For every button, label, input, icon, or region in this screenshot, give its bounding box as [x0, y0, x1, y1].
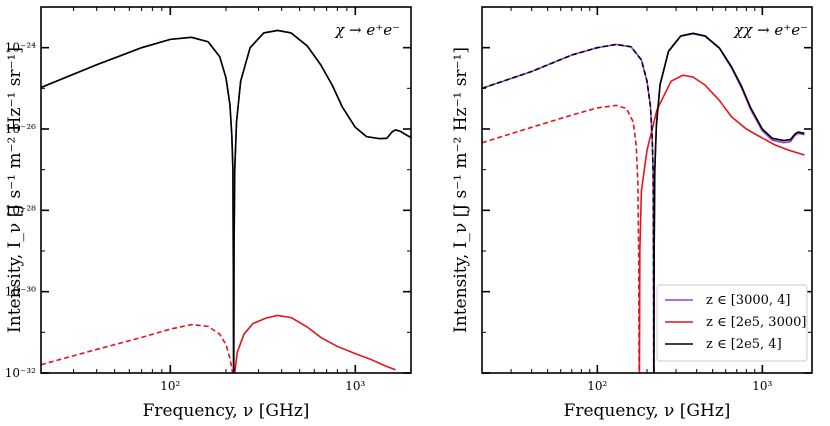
legend-label-black: z ∈ [2e5, 4] — [706, 337, 782, 352]
y-tick-label: 10⁻³² — [5, 366, 36, 380]
legend-entry-black: z ∈ [2e5, 4] — [665, 337, 782, 352]
left-annotation: χ → e⁺e⁻ — [334, 21, 400, 39]
x-tick-label: 10² — [160, 379, 180, 393]
left-ticks: 10⁻³² 10⁻³⁰ 10⁻²⁸ 10⁻²⁶ 10⁻²⁴ 10² 10³ — [5, 6, 412, 393]
y-tick-label: 10⁻²⁸ — [5, 203, 36, 217]
right-panel: 10² 10³ χχ → e⁺e⁻ Frequency, ν [GHz] Inte… — [451, 6, 813, 421]
legend-entry-purple: z ∈ [3000, 4] — [665, 293, 791, 308]
left-y-axis-title: Intensity, I_ν [J s⁻¹ m⁻² Hz⁻¹ sr⁻¹] — [5, 47, 25, 333]
series-black-segment-1 — [653, 32, 805, 373]
series-black-segment-0 — [482, 43, 655, 373]
series-red-segment-0 — [482, 104, 640, 373]
y-tick-label: 10⁻²⁶ — [5, 122, 36, 136]
legend-label-purple: z ∈ [3000, 4] — [706, 293, 791, 308]
x-tick-label: 10² — [587, 379, 607, 393]
left-x-axis-title: Frequency, ν [GHz] — [143, 401, 310, 421]
series-red-segment-1 — [638, 74, 805, 373]
x-tick-label: 10³ — [345, 379, 365, 393]
right-plot-frame — [481, 6, 813, 374]
series-black-segment-1 — [232, 29, 411, 373]
legend-entry-red: z ∈ [2e5, 3000] — [665, 315, 806, 330]
right-annotation: χχ → e⁺e⁻ — [733, 21, 808, 39]
series-purple-segment-0 — [482, 43, 655, 373]
y-tick-label: 10⁻³⁰ — [5, 285, 36, 299]
legend-label-red: z ∈ [2e5, 3000] — [706, 315, 806, 330]
legend: z ∈ [3000, 4] z ∈ [2e5, 3000] z ∈ [2e5, … — [656, 284, 808, 362]
series-red-segment-1 — [233, 314, 396, 373]
series-purple-segment-1 — [232, 29, 411, 373]
series-purple-segment-0 — [41, 36, 235, 373]
series-black-segment-0 — [41, 36, 235, 373]
right-x-axis-title: Frequency, ν [GHz] — [564, 401, 731, 421]
right-y-axis-title: Intensity, I_ν [J s⁻¹ m⁻² Hz⁻¹ sr⁻¹] — [451, 47, 471, 333]
y-tick-label: 10⁻²⁴ — [5, 41, 36, 55]
series-red-segment-0 — [41, 323, 234, 373]
left-panel: 10⁻³² 10⁻³⁰ 10⁻²⁸ 10⁻²⁶ 10⁻²⁴ 10² 10³ χ → e⁺e⁻… — [5, 6, 412, 421]
left-plot-frame — [40, 6, 412, 374]
left-curves — [41, 29, 411, 373]
x-tick-label: 10³ — [752, 379, 772, 393]
legend-box — [656, 284, 808, 362]
right-curves — [482, 32, 805, 373]
